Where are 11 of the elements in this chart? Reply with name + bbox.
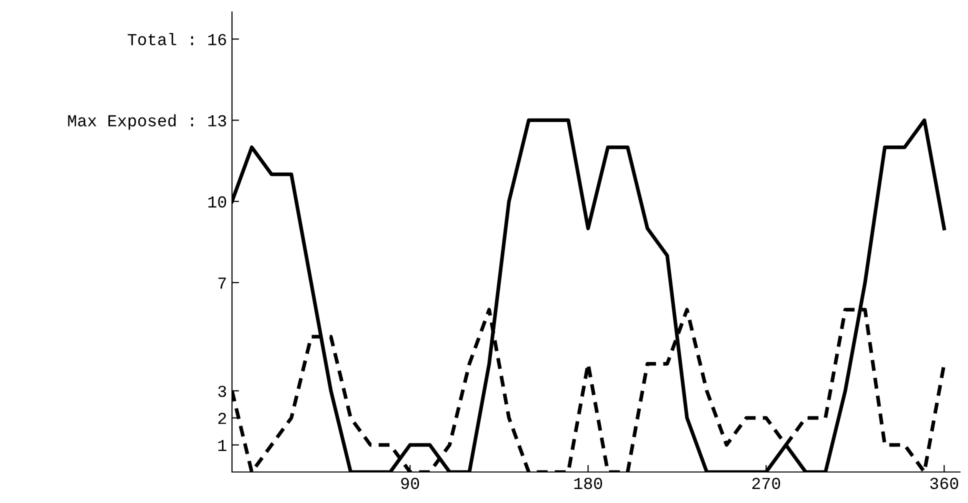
y-tick-label: Max Exposed : 13 bbox=[68, 114, 226, 130]
x-tick-label: 180 bbox=[574, 478, 602, 490]
x-tick-label: 90 bbox=[401, 478, 420, 490]
y-tick-label: 1 bbox=[218, 440, 226, 451]
x-tick-label: 360 bbox=[930, 478, 958, 490]
y-tick-label: 2 bbox=[218, 412, 226, 424]
y-tick-label: 10 bbox=[208, 196, 226, 208]
y-tick-label: 7 bbox=[218, 278, 226, 289]
y-tick-label: Total : 16 bbox=[128, 33, 226, 46]
y-tick-label: 3 bbox=[218, 386, 226, 398]
x-tick-label: 270 bbox=[752, 478, 780, 490]
